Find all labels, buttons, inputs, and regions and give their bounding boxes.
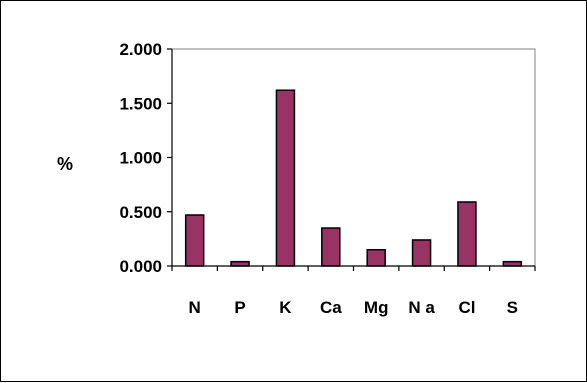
plot-area <box>171 48 536 267</box>
bar-k <box>275 89 296 267</box>
y-tick-label: 0.500 <box>119 203 162 222</box>
bar-s <box>502 260 523 267</box>
x-category-label: Mg <box>364 298 389 317</box>
x-category-label: N <box>189 298 201 317</box>
bar-mg <box>366 248 386 267</box>
bar-na <box>411 239 432 267</box>
x-category-label: N a <box>408 298 435 317</box>
x-category-label: Cl <box>458 298 475 317</box>
x-category-label: S <box>507 298 518 317</box>
y-tick-label: 0.000 <box>119 257 162 276</box>
y-tick-label: 2.000 <box>119 40 162 59</box>
x-category-label: P <box>234 298 245 317</box>
bar-p <box>230 260 250 267</box>
x-category-label: K <box>279 298 292 317</box>
bar-n <box>184 214 205 267</box>
x-category-label: Ca <box>320 298 342 317</box>
bar-ca <box>321 227 341 267</box>
y-tick-label: 1.000 <box>119 149 162 168</box>
bar-cl <box>457 201 477 267</box>
y-axis-title: % <box>57 154 73 174</box>
y-tick-label: 1.500 <box>119 94 162 113</box>
